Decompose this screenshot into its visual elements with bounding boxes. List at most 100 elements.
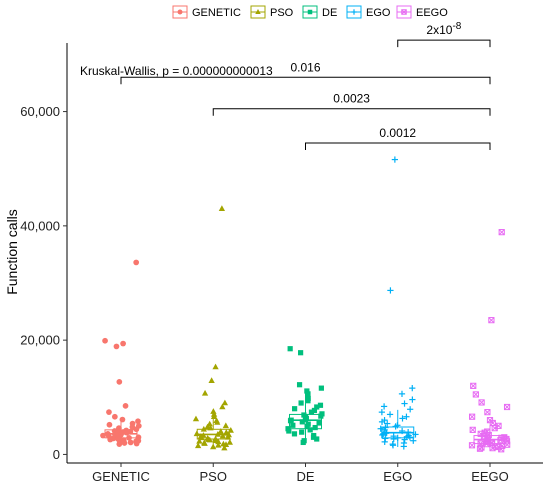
data-point-d2 bbox=[483, 441, 490, 448]
data-point-d2 bbox=[489, 445, 496, 452]
legend-key-marker bbox=[351, 9, 357, 15]
data-point-d2 bbox=[469, 442, 475, 449]
bracket-line bbox=[212, 108, 491, 116]
data-point bbox=[215, 441, 222, 448]
y-tick-label: 20,000 bbox=[20, 333, 60, 348]
data-point bbox=[307, 427, 313, 433]
data-point bbox=[314, 436, 320, 442]
data-point bbox=[196, 437, 203, 444]
data-point-frame bbox=[469, 413, 476, 420]
data-point-d2 bbox=[477, 445, 483, 452]
data-point bbox=[217, 428, 224, 434]
data-point bbox=[484, 409, 491, 416]
data-point bbox=[489, 445, 496, 452]
data-point bbox=[409, 385, 416, 392]
data-point bbox=[380, 403, 388, 410]
data-point bbox=[290, 422, 296, 428]
points bbox=[100, 156, 511, 453]
data-point bbox=[222, 422, 229, 429]
data-point bbox=[210, 413, 218, 420]
data-point bbox=[469, 413, 476, 420]
legend-label: PSO bbox=[270, 7, 294, 19]
data-point bbox=[390, 435, 397, 443]
data-point-d2 bbox=[504, 404, 511, 410]
data-point bbox=[208, 377, 215, 384]
data-point-frame bbox=[503, 403, 511, 411]
data-point bbox=[318, 385, 324, 391]
data-point bbox=[379, 431, 386, 439]
legend-label: GENETIC bbox=[192, 7, 241, 19]
data-point bbox=[377, 425, 384, 432]
data-point bbox=[224, 433, 232, 440]
data-point bbox=[106, 421, 113, 428]
data-point-d2 bbox=[498, 446, 505, 453]
bracket-ego-eego: 2x10-8 bbox=[397, 21, 491, 48]
data-point-frame bbox=[469, 426, 476, 433]
data-point bbox=[227, 426, 234, 433]
data-point bbox=[298, 350, 304, 356]
p-value-label: 0.0023 bbox=[333, 92, 370, 106]
data-point bbox=[478, 399, 485, 406]
y-tick-label: 60,000 bbox=[20, 104, 60, 119]
data-point bbox=[498, 229, 505, 236]
y-tick-label: 40,000 bbox=[20, 218, 60, 233]
data-point-d2 bbox=[495, 422, 502, 429]
data-point bbox=[121, 440, 128, 446]
legend-key-marker bbox=[401, 9, 407, 15]
data-point bbox=[102, 337, 108, 344]
data-point bbox=[410, 437, 417, 444]
data-point bbox=[106, 409, 112, 416]
data-point bbox=[107, 436, 114, 443]
data-point bbox=[318, 413, 324, 419]
data-point bbox=[299, 419, 305, 425]
data-point-d2 bbox=[491, 425, 498, 432]
legend-item-eego: EEGO bbox=[396, 5, 448, 19]
legend-label: EEGO bbox=[416, 7, 448, 19]
bracket-line bbox=[305, 142, 491, 150]
data-point-frame bbox=[472, 391, 479, 398]
data-point bbox=[214, 418, 221, 425]
legend-key-marker-frame bbox=[401, 9, 407, 15]
data-point bbox=[384, 420, 391, 427]
data-point bbox=[116, 378, 123, 385]
data-point bbox=[304, 388, 310, 394]
data-point bbox=[127, 439, 134, 446]
data-point-frame bbox=[468, 442, 476, 449]
bracket-line bbox=[397, 39, 491, 48]
data-point bbox=[201, 440, 208, 446]
bracket-line bbox=[120, 76, 491, 85]
data-point-frame bbox=[498, 229, 505, 236]
x-tick-label: EEGO bbox=[471, 469, 509, 484]
data-point-frame bbox=[488, 317, 495, 324]
p-value-label: 2x10-8 bbox=[426, 21, 461, 37]
data-point bbox=[310, 434, 317, 440]
data-point bbox=[394, 434, 401, 441]
data-point bbox=[298, 400, 304, 406]
data-point bbox=[210, 408, 217, 414]
data-point-d2 bbox=[472, 391, 479, 398]
data-point bbox=[212, 363, 219, 370]
data-point-frame bbox=[498, 446, 505, 453]
data-point-d2 bbox=[488, 317, 495, 324]
data-point bbox=[398, 390, 406, 397]
points-genetic bbox=[100, 259, 142, 448]
y-tick-label: 0 bbox=[53, 447, 60, 462]
x-tick-label: DE bbox=[296, 469, 314, 484]
data-point bbox=[219, 432, 226, 439]
data-point bbox=[287, 346, 293, 352]
data-point bbox=[412, 431, 419, 438]
data-point bbox=[291, 431, 298, 437]
data-point bbox=[300, 439, 306, 446]
data-point bbox=[308, 409, 315, 415]
x-tick-label: EGO bbox=[383, 469, 412, 484]
data-point bbox=[221, 399, 229, 406]
data-point-d2 bbox=[484, 409, 491, 416]
data-point-frame bbox=[484, 409, 491, 416]
data-point bbox=[469, 426, 476, 433]
data-point bbox=[218, 205, 226, 212]
data-point-d2 bbox=[497, 437, 504, 444]
data-point-frame bbox=[470, 382, 477, 389]
data-point bbox=[135, 418, 141, 425]
data-point-frame bbox=[491, 425, 498, 432]
